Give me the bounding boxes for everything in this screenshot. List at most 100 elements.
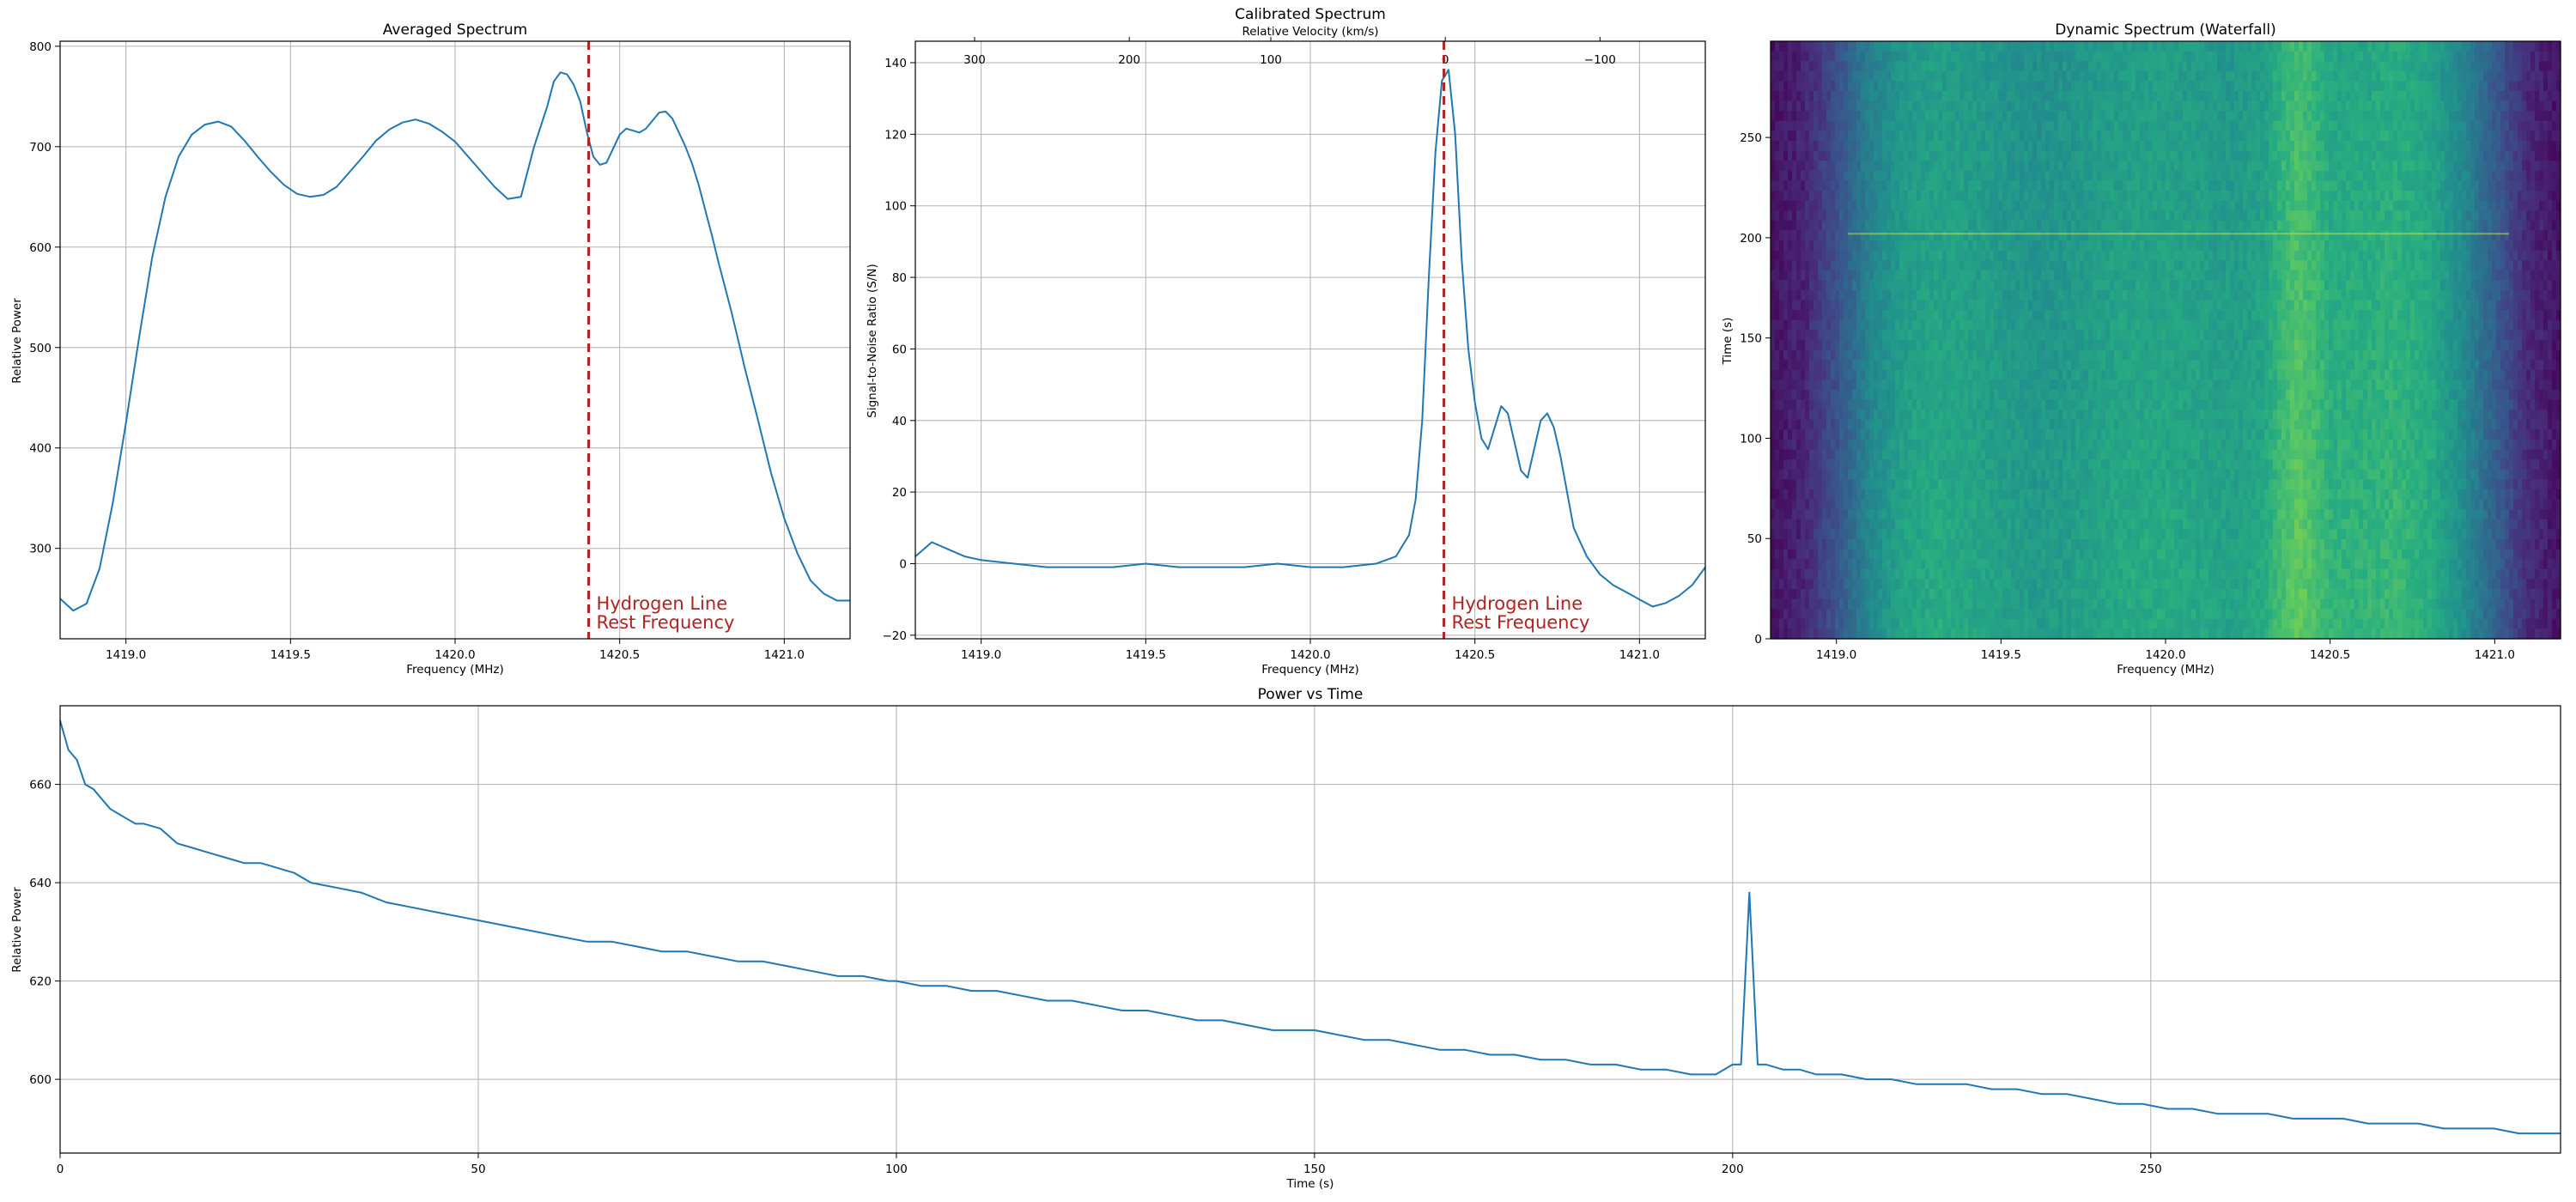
heatmap-cell <box>2522 61 2527 72</box>
heatmap-cell <box>2067 41 2072 52</box>
heatmap-cell <box>1934 51 1939 62</box>
heatmap-cell <box>1886 41 1892 52</box>
heatmap-cell <box>1908 120 1913 131</box>
heatmap-cell <box>1899 180 1905 191</box>
heatmap-cell <box>2324 230 2330 241</box>
heatmap-cell <box>2359 150 2364 161</box>
heatmap-cell <box>2200 191 2205 202</box>
heatmap-cell <box>2020 250 2025 261</box>
heatmap-cell <box>2530 191 2536 202</box>
heatmap-cell <box>2385 250 2390 261</box>
heatmap-cell <box>1809 61 1814 72</box>
heatmap-cell <box>1882 280 1887 291</box>
heatmap-cell <box>2556 180 2561 191</box>
heatmap-cell <box>2320 280 2325 291</box>
heatmap-cell <box>1904 250 1909 261</box>
heatmap-cell <box>2093 180 2098 191</box>
calibrated-spectrum-line <box>914 69 1706 608</box>
heatmap-cell <box>2492 141 2497 152</box>
heatmap-cell <box>2054 250 2059 261</box>
heatmap-cell <box>2303 200 2308 211</box>
heatmap-cell <box>2505 220 2510 231</box>
heatmap-cell <box>2213 111 2218 122</box>
heatmap-cell <box>2213 170 2218 181</box>
heatmap-cell <box>2320 61 2325 72</box>
heatmap-cell <box>2294 290 2300 301</box>
heatmap-cell <box>1779 61 1784 72</box>
heatmap-cell <box>1998 200 2003 211</box>
heatmap-cell <box>2166 280 2171 291</box>
heatmap-cell <box>2007 150 2012 161</box>
heatmap-cell <box>2410 131 2415 142</box>
heatmap-cell <box>2080 240 2085 252</box>
heatmap-cell <box>2118 111 2123 122</box>
heatmap-cell <box>2290 250 2295 261</box>
heatmap-cell <box>2513 280 2518 291</box>
heatmap-cell <box>1865 240 1870 252</box>
heatmap-cell <box>2037 120 2042 131</box>
heatmap-cell <box>2372 100 2377 112</box>
heatmap-cell <box>2333 280 2338 291</box>
heatmap-cell <box>1904 161 1909 172</box>
heatmap-cell <box>2479 41 2484 52</box>
heatmap-cell <box>1942 131 1947 142</box>
heatmap-cell <box>2110 91 2115 102</box>
heatmap-cell <box>1865 230 1870 241</box>
heatmap-cell <box>2470 91 2476 102</box>
heatmap-cell <box>2067 300 2072 311</box>
heatmap-cell <box>1990 191 1995 202</box>
heatmap-cell <box>1809 111 1814 122</box>
heatmap-cell <box>2247 111 2252 122</box>
heatmap-cell <box>1929 250 1935 261</box>
heatmap-cell <box>2075 51 2081 62</box>
heatmap-cell <box>2063 300 2068 311</box>
heatmap-cell <box>1938 200 1943 211</box>
heatmap-cell <box>2226 180 2231 191</box>
heatmap-cell <box>2466 70 2471 82</box>
heatmap-cell <box>1775 230 1780 241</box>
heatmap-cell <box>1869 250 1874 261</box>
heatmap-cell <box>2423 260 2428 271</box>
heatmap-cell <box>2067 120 2072 131</box>
heatmap-cell <box>2548 270 2553 281</box>
heatmap-cell <box>2213 200 2218 211</box>
heatmap-cell <box>2208 200 2214 211</box>
heatmap-cell <box>1788 220 1793 231</box>
heatmap-cell <box>1801 270 1806 281</box>
heatmap-cell <box>1839 150 1844 161</box>
heatmap-cell <box>1775 210 1780 222</box>
heatmap-cell <box>2028 300 2033 311</box>
heatmap-cell <box>2230 81 2235 92</box>
heatmap-cell <box>2316 61 2321 72</box>
heatmap-cell <box>1955 180 1960 191</box>
heatmap-cell <box>2260 240 2265 252</box>
heatmap-cell <box>2518 170 2523 181</box>
heatmap-cell <box>2333 100 2338 112</box>
heatmap-cell <box>2436 120 2441 131</box>
heatmap-cell <box>2084 131 2089 142</box>
heatmap-cell <box>2406 280 2411 291</box>
heatmap-cell <box>2518 220 2523 231</box>
heatmap-cell <box>2402 41 2407 52</box>
heatmap-cell <box>1959 51 1965 62</box>
heatmap-cell <box>1921 191 1926 202</box>
heatmap-cell <box>2552 220 2557 231</box>
heatmap-cell <box>2015 41 2020 52</box>
heatmap-cell <box>2097 131 2102 142</box>
heatmap-cell <box>1951 210 1956 222</box>
heatmap-cell <box>2440 280 2445 291</box>
heatmap-cell <box>2174 131 2179 142</box>
heatmap-cell <box>2002 191 2008 202</box>
heatmap-cell <box>2548 191 2553 202</box>
heatmap-cell <box>2144 280 2149 291</box>
heatmap-cell <box>1959 161 1965 172</box>
heatmap-cell <box>2024 280 2029 291</box>
heatmap-cell <box>1977 290 1982 301</box>
heatmap-cell <box>2007 170 2012 181</box>
heatmap-cell <box>2290 260 2295 271</box>
heatmap-cell <box>2556 111 2561 122</box>
heatmap-cell <box>2088 161 2093 172</box>
heatmap-cell <box>2354 191 2360 202</box>
heatmap-cell <box>2535 170 2540 181</box>
heatmap-cell <box>1934 180 1939 191</box>
